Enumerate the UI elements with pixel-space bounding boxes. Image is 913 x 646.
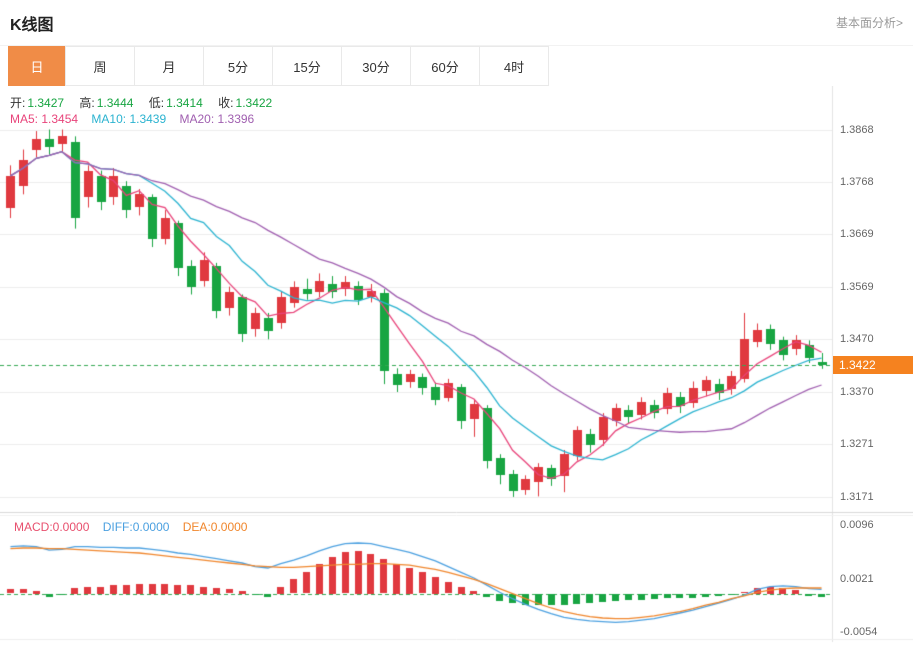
price-axis-label: 1.3271 [840, 438, 874, 451]
fundamental-analysis-link[interactable]: 基本面分析> [835, 16, 903, 30]
macd-axis-label: -0.0054 [840, 626, 878, 639]
kline-chart-canvas[interactable] [0, 86, 913, 646]
ma10-legend: MA10: 1.3439 [91, 112, 167, 126]
high-value: 1.3444 [96, 96, 134, 110]
price-axis-label: 1.3370 [840, 386, 874, 399]
high-label: 高: [79, 96, 95, 110]
page-title: K线图 [10, 16, 54, 34]
tab-30min[interactable]: 30分 [341, 46, 411, 86]
diff-value: DIFF:0.0000 [102, 520, 170, 534]
tab-5min[interactable]: 5分 [203, 46, 273, 86]
price-axis-label: 1.3768 [840, 176, 874, 189]
current-price-tag: 1.3422 [833, 355, 913, 374]
tab-week[interactable]: 周 [65, 46, 135, 86]
open-value: 1.3427 [27, 96, 65, 110]
open-label: 开: [10, 96, 26, 110]
ma-legend: MA5: 1.3454 MA10: 1.3439 MA20: 1.3396 [10, 112, 264, 126]
low-label: 低: [148, 96, 165, 110]
tab-day[interactable]: 日 [8, 46, 66, 86]
price-axis-label: 1.3569 [840, 281, 874, 294]
tab-4hour[interactable]: 4时 [479, 46, 549, 86]
price-axis-label: 1.3868 [840, 123, 874, 136]
dea-value: DEA:0.0000 [182, 520, 248, 534]
ma20-legend: MA20: 1.3396 [179, 112, 255, 126]
header: K线图 基本面分析> [0, 0, 913, 46]
tab-15min[interactable]: 15分 [272, 46, 342, 86]
macd-legend: MACD:0.0000 DIFF:0.0000 DEA:0.0000 [14, 520, 257, 534]
tab-60min[interactable]: 60分 [410, 46, 480, 86]
ohlc-legend: 开: 1.3427 高: 1.3444 低: 1.3414 收: 1.3422 [10, 94, 284, 111]
low-value: 1.3414 [166, 96, 203, 110]
ma5-legend: MA5: 1.3454 [10, 112, 79, 126]
price-axis-label: 1.3669 [840, 228, 874, 241]
macd-value: MACD:0.0000 [14, 520, 90, 534]
price-axis-label: 1.3470 [840, 333, 874, 346]
close-label: 收: [218, 96, 234, 110]
macd-axis-label: 0.0021 [840, 572, 874, 585]
tab-month[interactable]: 月 [134, 46, 204, 86]
macd-axis-label: 0.0096 [840, 519, 874, 532]
close-value: 1.3422 [235, 96, 273, 110]
price-axis-label: 1.3171 [840, 490, 874, 503]
interval-tabs: 日 周 月 5分 15分 30分 60分 4时 [0, 46, 913, 86]
chart-area: 开: 1.3427 高: 1.3444 低: 1.3414 收: 1.3422 MA5:… [0, 86, 913, 646]
